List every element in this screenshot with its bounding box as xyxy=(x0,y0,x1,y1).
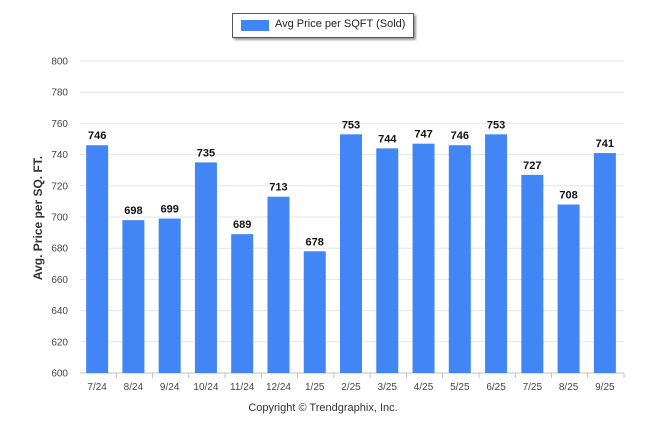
bar-10/24[interactable] xyxy=(194,162,217,373)
y-axis-ticks: 600 620 640 660 680 700 720 740 760 780 800 xyxy=(51,57,68,380)
bar-1/25[interactable] xyxy=(303,251,326,373)
y-tick-label: 700 xyxy=(51,213,68,224)
bar-value-label: 746 xyxy=(88,130,106,142)
legend-swatch xyxy=(241,20,269,31)
x-tick-label: 11/24 xyxy=(230,382,255,393)
bar-9/25[interactable] xyxy=(593,153,616,373)
bar-8/24[interactable] xyxy=(122,220,145,373)
x-tick-label: 7/24 xyxy=(87,382,107,393)
x-tick-label: 8/24 xyxy=(124,382,144,393)
bar-3/25[interactable] xyxy=(376,148,399,373)
bar-value-label: 753 xyxy=(342,119,360,131)
bars: 746 698 699 735 689 713 678 753 744 747 746 753 727 7… xyxy=(86,119,616,373)
bar-11/24[interactable] xyxy=(231,234,254,373)
bar-value-label: 744 xyxy=(378,133,397,145)
x-tick-label: 2/25 xyxy=(341,382,361,393)
y-tick-label: 640 xyxy=(51,306,68,317)
y-tick-label: 600 xyxy=(51,369,68,380)
bar-12/24[interactable] xyxy=(267,196,290,373)
bar-7/24[interactable] xyxy=(86,145,109,373)
x-tick-label: 8/25 xyxy=(559,382,579,393)
y-tick-label: 760 xyxy=(51,119,68,130)
bar-value-label: 741 xyxy=(596,138,614,150)
bar-value-label: 727 xyxy=(523,160,541,172)
x-tick-label: 6/25 xyxy=(486,382,506,393)
bar-value-label: 735 xyxy=(197,147,215,159)
chart-legend: Avg Price per SQFT (Sold) xyxy=(232,13,414,38)
y-tick-label: 800 xyxy=(51,57,68,68)
bar-7/25[interactable] xyxy=(521,174,544,373)
x-tick-label: 5/25 xyxy=(450,382,470,393)
y-tick-label: 780 xyxy=(51,88,68,99)
x-tick-label: 3/25 xyxy=(378,382,398,393)
y-tick-label: 740 xyxy=(51,150,68,161)
bar-value-label: 708 xyxy=(559,190,577,202)
x-tick-label: 12/24 xyxy=(266,382,291,393)
x-tick-label: 7/25 xyxy=(523,382,543,393)
bar-value-label: 699 xyxy=(160,204,178,216)
bar-5/25[interactable] xyxy=(448,145,471,373)
bar-value-label: 678 xyxy=(306,236,324,248)
bar-4/25[interactable] xyxy=(412,143,435,373)
bar-8/25[interactable] xyxy=(557,204,580,373)
x-tick-label: 9/25 xyxy=(595,382,615,393)
x-tick-label: 10/24 xyxy=(193,382,218,393)
bar-6/25[interactable] xyxy=(485,134,508,373)
x-tick-label: 1/25 xyxy=(305,382,325,393)
bar-2/25[interactable] xyxy=(340,134,362,373)
y-tick-label: 680 xyxy=(51,244,68,255)
y-tick-label: 720 xyxy=(51,181,68,192)
bar-value-label: 713 xyxy=(269,182,287,194)
bar-value-label: 689 xyxy=(233,219,251,231)
y-axis-label: Avg. Price per SQ. FT. xyxy=(31,156,45,280)
bar-9/24[interactable] xyxy=(158,218,181,373)
x-tick-label: 4/25 xyxy=(414,382,434,393)
bar-value-label: 753 xyxy=(487,119,505,131)
bar-value-label: 698 xyxy=(124,205,142,217)
copyright-text: Copyright © Trendgraphix, Inc. xyxy=(248,402,398,414)
y-tick-label: 660 xyxy=(51,275,68,286)
bar-value-label: 746 xyxy=(451,130,469,142)
bar-value-label: 747 xyxy=(414,129,432,141)
y-tick-label: 620 xyxy=(51,337,68,348)
x-tick-label: 9/24 xyxy=(160,382,180,393)
x-axis-ticks: 7/24 8/24 9/24 10/24 11/24 12/24 1/25 2/25 3/25 4… xyxy=(87,373,625,393)
legend-label: Avg Price per SQFT (Sold) xyxy=(275,18,406,30)
